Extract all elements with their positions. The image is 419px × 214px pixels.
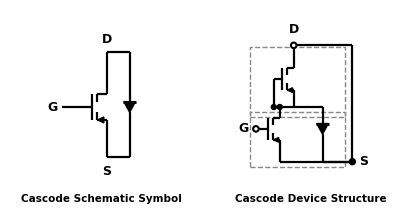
Text: D: D	[289, 23, 299, 36]
Text: G: G	[48, 101, 58, 113]
Polygon shape	[274, 137, 279, 142]
Polygon shape	[288, 88, 292, 92]
Bar	[250, 47, 345, 117]
Polygon shape	[124, 102, 135, 112]
Text: S: S	[360, 155, 368, 168]
Text: D: D	[102, 33, 112, 46]
Circle shape	[291, 43, 297, 48]
Text: Cascode Device Structure: Cascode Device Structure	[235, 195, 386, 204]
Text: G: G	[239, 122, 249, 135]
Circle shape	[349, 159, 355, 165]
Polygon shape	[317, 123, 328, 134]
Circle shape	[272, 104, 276, 110]
Circle shape	[253, 126, 259, 132]
Bar	[250, 112, 345, 167]
Circle shape	[277, 104, 282, 110]
Text: S: S	[102, 165, 111, 178]
Polygon shape	[98, 117, 104, 123]
Text: Cascode Schematic Symbol: Cascode Schematic Symbol	[21, 195, 182, 204]
